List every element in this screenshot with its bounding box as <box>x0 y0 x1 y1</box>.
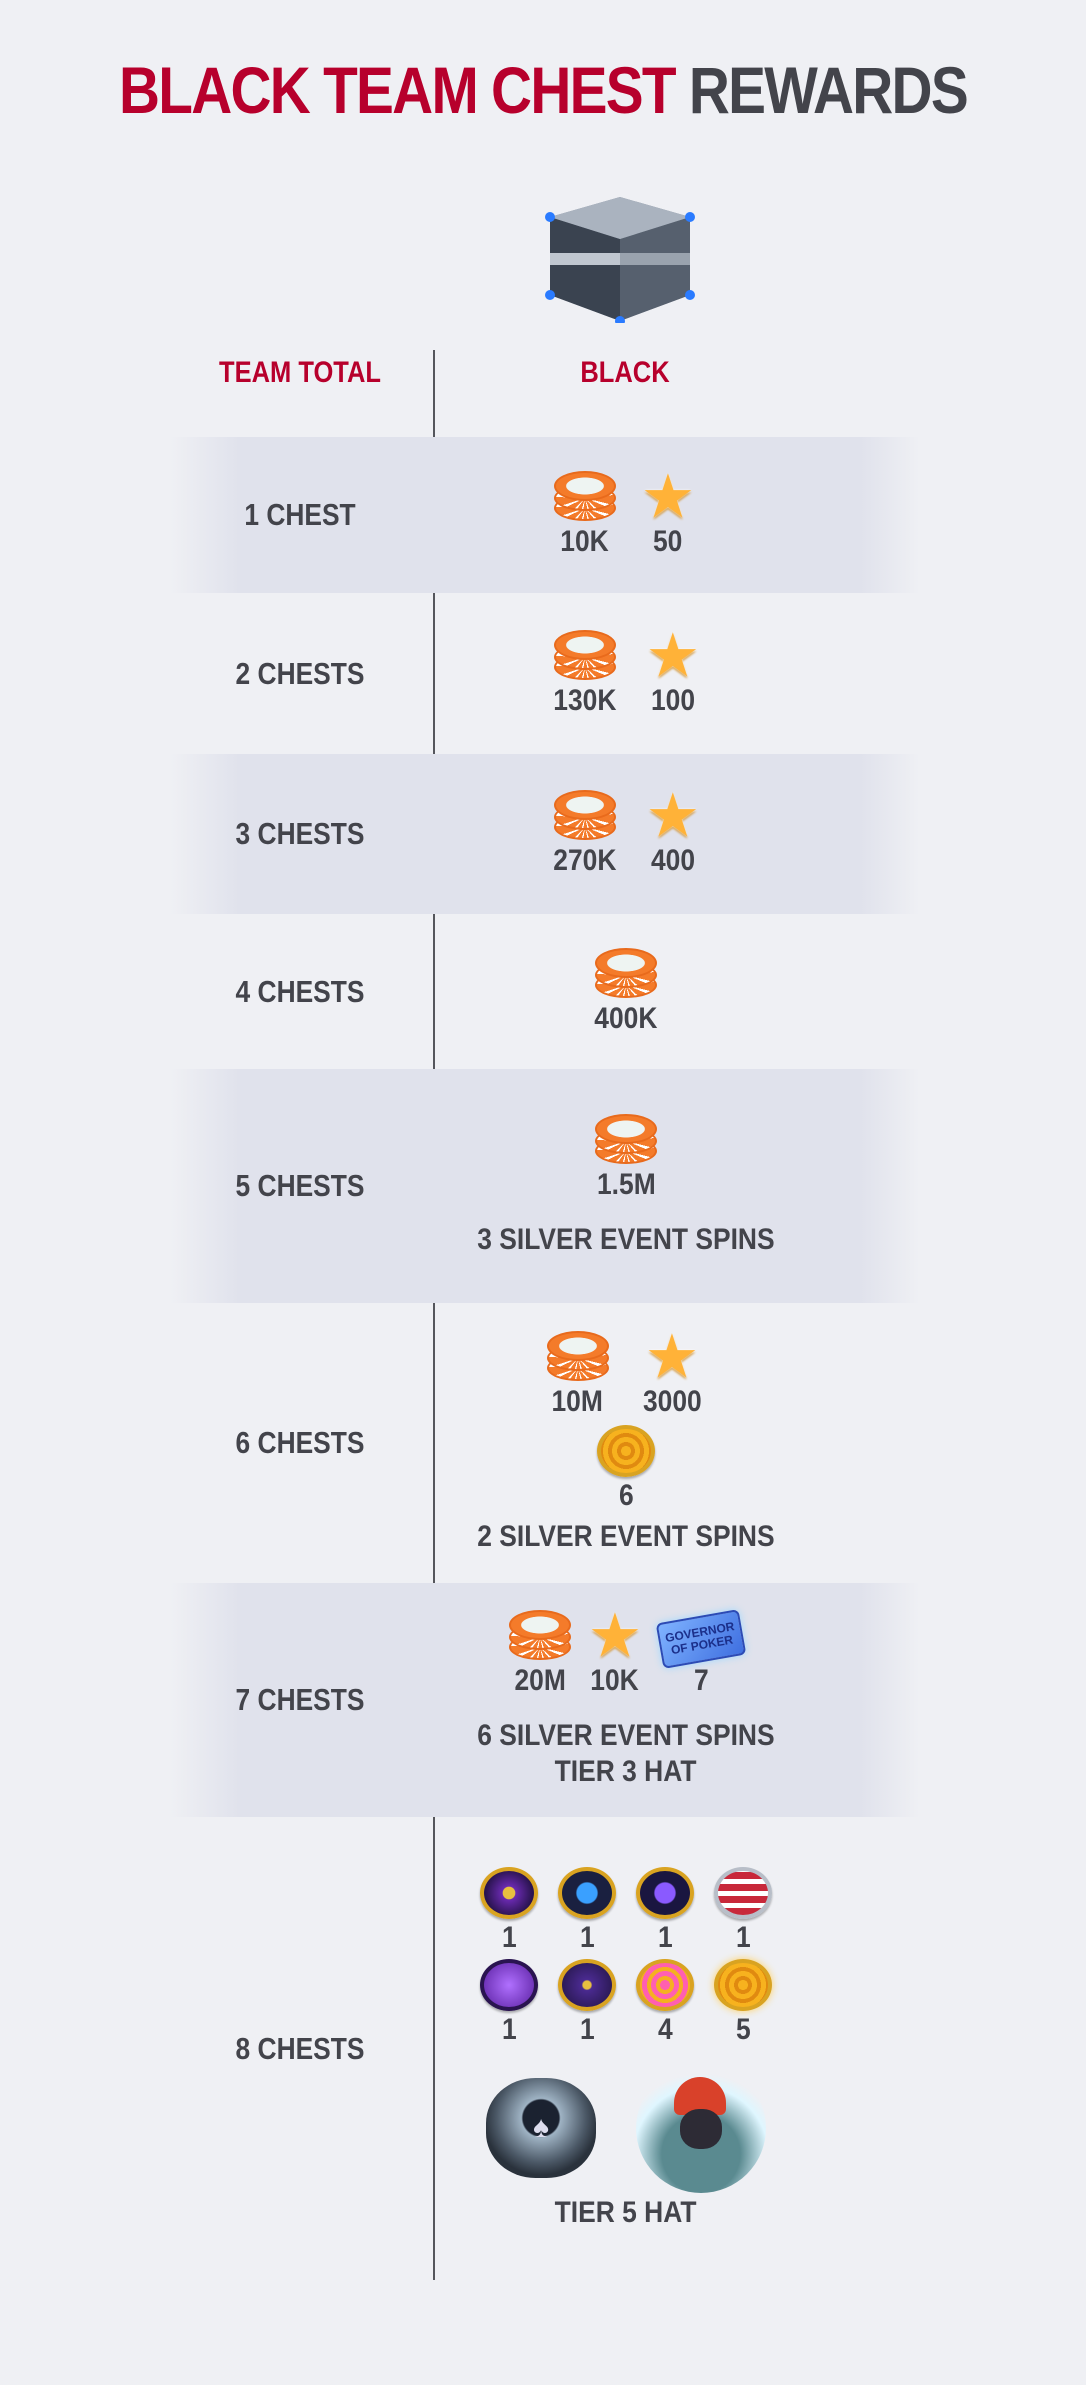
header-black: BLACK <box>580 356 670 389</box>
reward-note: 2 SILVER EVENT SPINS <box>477 1520 775 1553</box>
row-label: 5 CHESTS <box>235 1168 365 1203</box>
reward-note: 6 SILVER EVENT SPINS <box>477 1719 775 1752</box>
reward-value: 100 <box>650 683 695 717</box>
reward-note: TIER 5 HAT <box>555 2195 697 2229</box>
reward-row-5: 5 CHESTS 1.5M 3 SILVER EVENT SPINS <box>0 1069 1086 1303</box>
reward-note: TIER 3 HAT <box>555 1755 697 1788</box>
star-icon: ★ <box>648 625 698 686</box>
stars-stripes-coin-icon <box>714 1866 772 1919</box>
blue-bitcoin-coin-icon <box>558 1866 616 1919</box>
reward-value: 4 <box>657 2012 673 2046</box>
purple-gold-emblem-coin-icon <box>480 1866 538 1919</box>
chips-icon <box>595 947 657 1000</box>
star-icon: ★ <box>648 786 698 846</box>
pink-swirl-coin-icon <box>636 1958 694 2011</box>
row-label: 1 CHEST <box>244 497 356 532</box>
header-team-total: TEAM TOTAL <box>219 356 381 389</box>
reward-row-6: 6 CHESTS 10M ★ 3000 6 2 SILVER EVENT SPIN… <box>0 1303 1086 1583</box>
reward-note: 3 SILVER EVENT SPINS <box>477 1223 775 1256</box>
reward-value: 20M <box>514 1664 566 1697</box>
reward-row-3: 3 CHESTS 270K ★ 400 <box>0 754 1086 914</box>
gold-g-coin-icon <box>558 1958 616 2011</box>
row-label: 2 CHESTS <box>235 655 365 691</box>
reward-value: 400K <box>594 1001 658 1035</box>
reward-value: 6 <box>618 1479 634 1512</box>
title-dark: REWARDS <box>688 53 969 127</box>
column-divider <box>433 350 435 2280</box>
purple-rocket-coin-icon <box>480 1958 538 2011</box>
reward-row-4: 4 CHESTS 400K <box>0 914 1086 1069</box>
star-icon: ★ <box>643 467 693 527</box>
reward-value: 10K <box>560 525 610 558</box>
reward-value: 400 <box>650 844 695 877</box>
reward-value: 50 <box>653 525 683 558</box>
reward-value: 1 <box>501 2012 517 2046</box>
reward-value: 1 <box>657 1920 673 1954</box>
chips-icon <box>594 1114 657 1166</box>
reward-value: 1.5M <box>596 1168 656 1201</box>
chips-icon <box>509 1610 571 1662</box>
reward-row-8: 8 CHESTS 1 1 1 1 1 1 4 5 ♠ TIER 5 HAT <box>0 1817 1086 2280</box>
purple-bitcoin-crown-coin-icon <box>636 1866 694 1919</box>
reward-value: 1 <box>501 1920 517 1954</box>
reward-value: 1 <box>735 1920 751 1954</box>
panther-hockey-hat-icon <box>636 2062 766 2193</box>
reward-value: 1 <box>579 1920 595 1954</box>
reward-value: 3000 <box>642 1385 702 1418</box>
row-label: 4 CHESTS <box>235 973 365 1009</box>
star-icon: ★ <box>647 1327 697 1387</box>
row-label: 6 CHESTS <box>235 1425 365 1460</box>
reward-value: 5 <box>735 2012 751 2046</box>
row-label: 8 CHESTS <box>235 2030 365 2066</box>
spade-ring-icon: ♠ <box>486 2077 596 2178</box>
gold-swirl-token-icon <box>597 1425 655 1477</box>
reward-value: 7 <box>693 1664 709 1697</box>
poker-ticket-icon: GOVERNOR OF POKER <box>655 1609 747 1669</box>
reward-value: 130K <box>553 683 617 717</box>
reward-value: 270K <box>553 844 617 877</box>
gold-swirl-coin-icon <box>714 1958 772 2011</box>
reward-row-7: 7 CHESTS 20M ★ 10K GOVERNOR OF POKER 7 6 S… <box>0 1583 1086 1817</box>
chips-icon <box>554 790 616 842</box>
row-label: 7 CHESTS <box>235 1682 365 1717</box>
chips-icon <box>546 1331 609 1383</box>
reward-value: 10M <box>551 1385 604 1418</box>
page-title: BLACK TEAM CHEST REWARDS <box>76 52 1010 128</box>
reward-value: 1 <box>579 2012 595 2046</box>
row-label: 3 CHESTS <box>235 816 365 851</box>
reward-value: 10K <box>590 1664 640 1697</box>
reward-row-1: 1 CHEST 10K ★ 50 <box>0 437 1086 593</box>
title-red: BLACK TEAM CHEST <box>119 53 677 127</box>
chips-icon <box>554 629 616 682</box>
black-chest-icon <box>545 197 695 323</box>
reward-row-2: 2 CHESTS 130K ★ 100 <box>0 593 1086 754</box>
chips-icon <box>554 471 616 523</box>
star-icon: ★ <box>590 1606 640 1666</box>
